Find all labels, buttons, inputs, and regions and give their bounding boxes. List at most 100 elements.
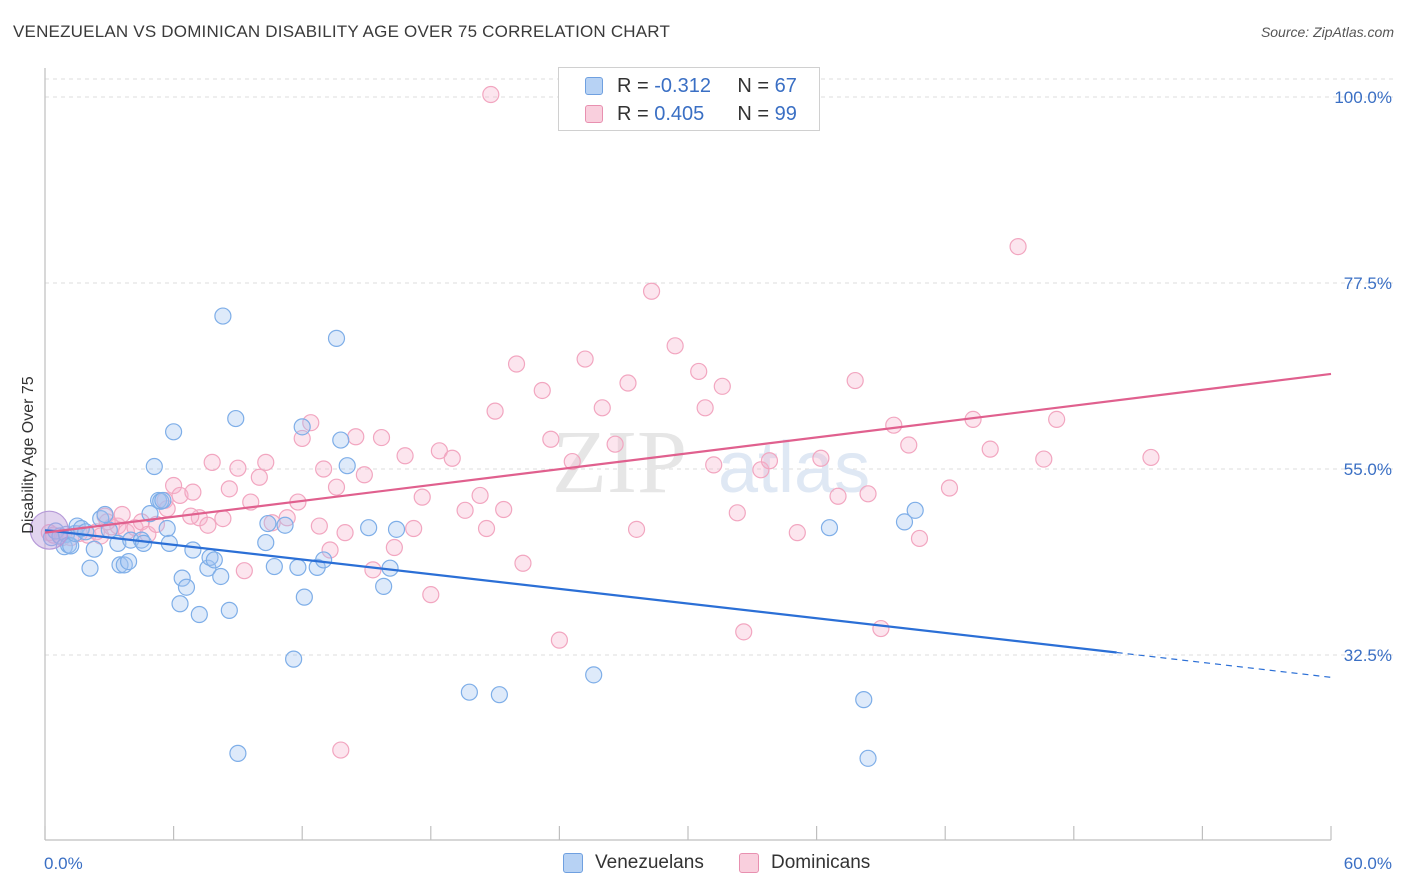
venezuelan-point xyxy=(259,514,277,533)
dominican-point xyxy=(235,562,253,580)
venezuelan-point xyxy=(460,683,478,701)
dominican-point xyxy=(627,520,646,538)
zipatlas-watermark: ZIP atlas xyxy=(552,413,870,512)
legend-n-label: N = xyxy=(737,74,770,97)
dominican-point xyxy=(728,504,746,522)
dominican-point xyxy=(1142,448,1160,467)
dominican-point xyxy=(257,453,275,471)
dominican-point xyxy=(550,631,569,649)
dominican-point xyxy=(1009,238,1027,256)
dominican-point xyxy=(327,478,346,496)
dominican-point xyxy=(846,371,864,390)
dominican-point xyxy=(486,402,504,420)
dominican-point xyxy=(760,452,779,470)
venezuelan-point xyxy=(141,505,159,523)
legend-n-value: 67 xyxy=(774,74,797,97)
dominican-point xyxy=(165,476,183,495)
y-axis-title: Disability Age Over 75 xyxy=(20,376,37,534)
venezuelan-point xyxy=(276,516,294,534)
dominican-point xyxy=(113,505,131,524)
dominican-point xyxy=(336,524,354,542)
dominican-point xyxy=(812,449,830,467)
dominican-point xyxy=(735,623,753,641)
svg-text:atlas: atlas xyxy=(718,428,870,508)
dominican-point xyxy=(713,377,731,395)
venezuelan-point xyxy=(190,605,208,624)
venezuelan-point xyxy=(895,513,914,531)
source-label: Source: ZipAtlas.com xyxy=(1260,24,1394,40)
venezuelan-point xyxy=(820,519,839,537)
dominican-point xyxy=(250,468,268,486)
venezuelan-point xyxy=(490,686,508,704)
venezuelan-point xyxy=(285,650,303,668)
dominican-point xyxy=(885,416,903,434)
legend-r-label: R = xyxy=(617,102,649,125)
trend-lines xyxy=(44,372,1332,678)
dominican-point xyxy=(220,480,238,498)
dominican-point xyxy=(576,350,594,368)
dominican-point xyxy=(347,428,365,446)
y-tick-label: 32.5% xyxy=(1344,646,1392,665)
dominican-point xyxy=(310,517,328,535)
legend-row-dominicans: R = 0.405 N = 99 xyxy=(585,101,797,127)
dominican-point xyxy=(229,459,247,477)
dominican-point xyxy=(900,436,918,454)
venezuelans-trend-line xyxy=(44,529,1117,654)
dominican-point xyxy=(372,428,391,447)
dominican-point xyxy=(302,414,320,432)
dominican-point xyxy=(666,337,684,355)
venezuelans-trend-extension xyxy=(1116,651,1332,678)
venezuelan-point xyxy=(375,577,393,595)
dominican-point xyxy=(752,461,770,479)
dominican-point xyxy=(829,487,847,505)
venezuelan-point xyxy=(154,491,172,510)
venezuelan-point xyxy=(85,540,103,558)
venezuelan-point xyxy=(177,578,196,596)
venezuelan-point xyxy=(360,519,378,537)
venezuelan-point xyxy=(158,519,176,538)
dominican-point xyxy=(507,355,526,373)
dominican-point xyxy=(542,430,560,448)
venezuelan-point xyxy=(165,423,183,441)
dominican-point xyxy=(214,509,232,528)
dominicans-swatch xyxy=(739,853,759,873)
dominican-point xyxy=(315,460,333,478)
dominican-point xyxy=(443,449,461,467)
venezuelan-point xyxy=(338,457,356,475)
dominican-point xyxy=(1048,410,1066,428)
y-tick-label: 77.5% xyxy=(1344,274,1392,293)
dominican-point xyxy=(705,456,723,474)
dominican-point xyxy=(593,399,611,417)
venezuelan-point xyxy=(295,588,313,606)
dominican-point xyxy=(533,381,551,400)
venezuelan-point xyxy=(315,551,333,569)
legend-r-value: 0.405 xyxy=(654,102,705,125)
venezuelan-point xyxy=(327,329,346,347)
dominican-point xyxy=(385,538,403,557)
legend-n-value: 99 xyxy=(774,102,797,125)
venezuelan-point xyxy=(171,595,189,613)
venezuelan-point xyxy=(205,551,223,569)
dominican-point xyxy=(910,529,929,548)
legend-n-label: N = xyxy=(737,102,770,125)
dominican-point xyxy=(1035,450,1053,468)
chart-title: VENEZUELAN VS DOMINICAN DISABILITY AGE O… xyxy=(13,22,671,41)
venezuelans-points xyxy=(29,307,924,767)
dominican-point xyxy=(619,374,637,392)
venezuelan-point xyxy=(906,501,924,519)
dominican-point xyxy=(495,500,513,519)
venezuelan-point xyxy=(81,559,99,577)
x-tick-label-max: 60.0% xyxy=(1344,854,1392,873)
dominican-point xyxy=(788,524,806,542)
venezuelan-point xyxy=(184,541,202,559)
dominican-point xyxy=(199,516,217,534)
dominican-point xyxy=(396,447,414,465)
venezuelans-swatch xyxy=(563,853,583,873)
legend-r-label: R = xyxy=(617,74,649,97)
venezuelan-point xyxy=(145,457,163,476)
venezuelan-point xyxy=(289,558,307,576)
y-tick-labels: 32.5% 55.0% 77.5% 100.0% xyxy=(1334,88,1392,665)
venezuelan-point xyxy=(855,691,873,709)
dominican-point xyxy=(471,486,489,505)
